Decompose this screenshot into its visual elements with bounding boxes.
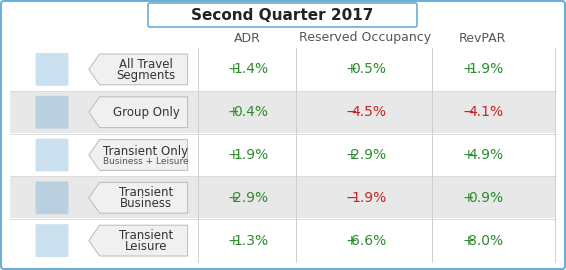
FancyBboxPatch shape [148,3,417,27]
Text: +: + [227,191,239,205]
Polygon shape [89,54,187,85]
Text: 1.9%: 1.9% [233,148,269,162]
FancyBboxPatch shape [36,181,68,214]
Text: +: + [227,234,239,248]
Text: Transient Only: Transient Only [104,144,188,157]
Text: +: + [462,191,474,205]
Text: 2.9%: 2.9% [351,148,387,162]
Text: Business: Business [120,197,172,210]
Polygon shape [89,140,187,170]
Polygon shape [89,225,187,256]
Text: 0.9%: 0.9% [469,191,504,205]
Text: +: + [345,148,357,162]
Text: Leisure: Leisure [125,240,167,253]
Text: Transient: Transient [119,186,173,199]
FancyBboxPatch shape [36,96,68,129]
Text: 1.9%: 1.9% [351,191,387,205]
Text: Reserved Occupancy: Reserved Occupancy [299,32,431,45]
Text: 6.6%: 6.6% [351,234,387,248]
Text: −: − [345,105,357,119]
Text: Second Quarter 2017: Second Quarter 2017 [191,8,374,22]
Text: 1.4%: 1.4% [233,62,268,76]
Text: 2.9%: 2.9% [233,191,268,205]
Text: 4.1%: 4.1% [469,105,504,119]
Text: 1.3%: 1.3% [233,234,268,248]
Polygon shape [89,183,187,213]
Text: All Travel: All Travel [119,58,173,71]
Text: Segments: Segments [117,69,175,82]
Text: +: + [227,148,239,162]
Polygon shape [89,97,187,128]
Text: +: + [462,234,474,248]
Text: +: + [227,62,239,76]
Text: +: + [462,62,474,76]
Text: +: + [227,105,239,119]
Text: 8.0%: 8.0% [469,234,504,248]
Text: RevPAR: RevPAR [458,32,505,45]
FancyBboxPatch shape [10,92,556,133]
Text: 0.5%: 0.5% [351,62,387,76]
Text: −: − [345,191,357,205]
Text: 4.9%: 4.9% [469,148,504,162]
FancyBboxPatch shape [36,139,68,171]
Text: ADR: ADR [234,32,260,45]
Text: +: + [345,234,357,248]
Text: Transient: Transient [119,229,173,242]
FancyBboxPatch shape [10,177,556,218]
Text: Group Only: Group Only [113,106,179,119]
Text: 4.5%: 4.5% [351,105,387,119]
FancyBboxPatch shape [36,53,68,86]
FancyBboxPatch shape [36,224,68,257]
Text: Business + Leisure: Business + Leisure [103,157,189,167]
Text: +: + [345,62,357,76]
Text: −: − [462,105,474,119]
Text: 1.9%: 1.9% [469,62,504,76]
Text: 0.4%: 0.4% [234,105,268,119]
Text: +: + [462,148,474,162]
